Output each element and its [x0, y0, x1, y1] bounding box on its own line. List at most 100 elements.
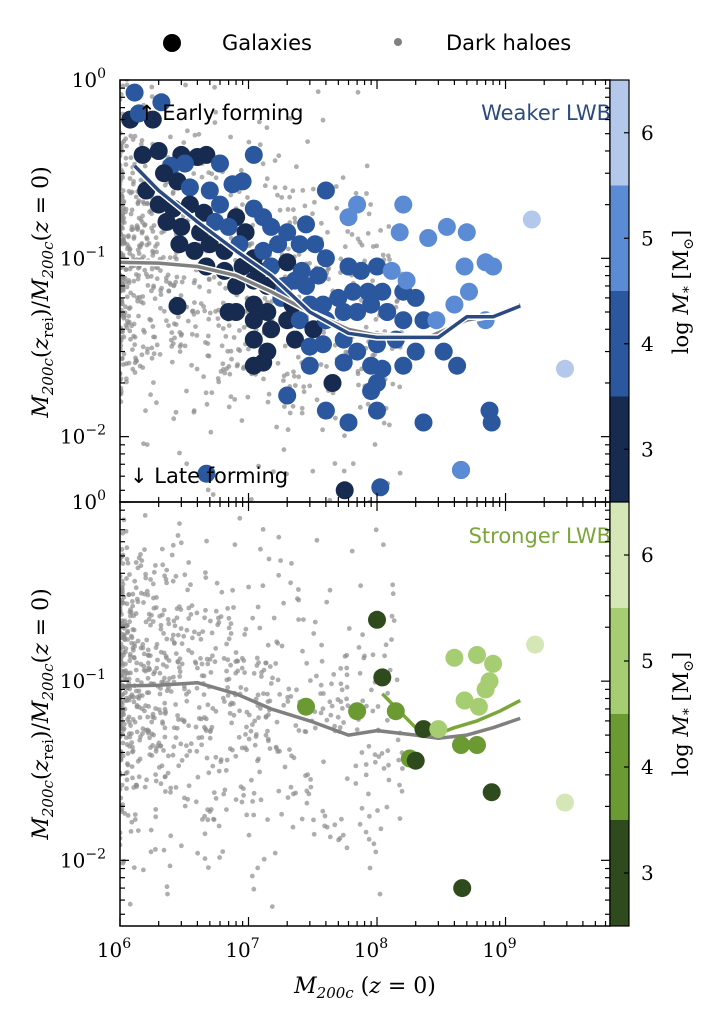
halo-point: [208, 429, 214, 435]
halo-point: [220, 695, 226, 701]
galaxy-point: [309, 266, 328, 285]
halo-point: [134, 782, 140, 788]
halo-point: [125, 717, 130, 722]
halo-point: [137, 737, 143, 743]
halo-point: [396, 757, 402, 763]
halo-point: [256, 715, 261, 721]
halo-point: [129, 599, 135, 604]
galaxy-point: [314, 295, 332, 314]
halo-point: [299, 816, 305, 822]
halo-point: [275, 360, 281, 366]
halo-point: [277, 748, 282, 754]
galaxy-point: [297, 697, 315, 716]
halo-point: [395, 737, 401, 743]
x-tick-label: 107: [225, 936, 259, 962]
halo-point: [144, 637, 150, 643]
halo-point: [160, 721, 166, 726]
halo-point: [195, 665, 200, 671]
halo-point: [121, 240, 127, 246]
halo-point: [134, 660, 140, 666]
galaxy-point: [143, 110, 162, 129]
halo-point: [187, 748, 193, 754]
halo-point: [135, 227, 141, 232]
halo-point: [368, 202, 373, 207]
halo-point: [175, 632, 181, 638]
galaxy-point: [200, 181, 219, 200]
halo-point: [324, 364, 329, 369]
halo-point: [148, 622, 153, 628]
halo-point: [203, 390, 209, 396]
halo-point: [259, 674, 264, 679]
halo-point: [223, 334, 229, 339]
colorbar-segment: [610, 820, 629, 926]
halo-point: [254, 655, 260, 661]
galaxy-point: [300, 356, 319, 375]
halo-point: [186, 616, 192, 621]
halo-point: [227, 710, 233, 716]
halo-point: [142, 267, 148, 273]
halo-point: [120, 188, 126, 194]
halo-point: [216, 323, 222, 328]
halo-point: [342, 653, 348, 659]
halo-point: [151, 595, 156, 601]
galaxy-point: [172, 217, 191, 236]
halo-point: [375, 704, 381, 709]
halo-point: [212, 659, 218, 665]
halo-point: [164, 688, 170, 694]
halo-point: [213, 754, 219, 760]
halo-point: [150, 581, 156, 587]
galaxy-point: [556, 359, 574, 378]
galaxy-point: [133, 145, 152, 164]
halo-point: [362, 653, 367, 659]
halo-point: [307, 383, 313, 389]
halo-point: [345, 703, 351, 709]
halo-point: [288, 784, 294, 790]
halo-point: [379, 751, 385, 756]
halo-point: [162, 182, 168, 188]
halo-point: [210, 706, 216, 711]
median-line: [120, 680, 521, 741]
galaxy-point: [306, 235, 325, 254]
galaxy-point: [211, 154, 229, 173]
halo-point: [320, 427, 325, 433]
halo-point: [209, 724, 215, 730]
halo-point: [120, 597, 125, 603]
halo-point: [327, 587, 333, 593]
halo-point: [231, 712, 237, 718]
halo-point: [327, 834, 333, 840]
halo-point: [257, 625, 263, 631]
halo-point: [185, 318, 191, 324]
halo-point: [146, 616, 152, 622]
halo-point: [271, 469, 276, 474]
halo-point: [238, 168, 244, 173]
halo-point: [144, 588, 150, 594]
halo-point: [142, 547, 147, 552]
halo-point: [120, 337, 124, 343]
halo-point: [256, 756, 261, 762]
halo-point: [255, 865, 261, 871]
halo-point: [253, 734, 259, 739]
halo-point: [184, 627, 190, 633]
galaxy-point: [460, 282, 478, 301]
halo-point: [222, 787, 228, 793]
halo-point: [154, 641, 160, 647]
halo-point: [172, 623, 178, 629]
halo-point: [294, 687, 299, 693]
halo-point: [204, 538, 210, 544]
halo-point: [349, 548, 355, 554]
halo-point: [169, 359, 175, 365]
halo-point: [135, 565, 141, 571]
halo-point: [246, 584, 252, 590]
halo-point: [218, 759, 224, 765]
halo-point: [216, 620, 222, 625]
galaxy-point: [406, 288, 425, 307]
x-tick-label: 106: [97, 936, 131, 962]
halo-point: [140, 294, 146, 299]
galaxy-point: [468, 646, 486, 664]
halo-point: [158, 626, 164, 632]
halo-point: [129, 740, 135, 745]
galaxy-point: [482, 783, 501, 802]
galaxy-point: [445, 648, 464, 667]
halo-point: [130, 603, 136, 609]
halo-point: [128, 723, 134, 728]
